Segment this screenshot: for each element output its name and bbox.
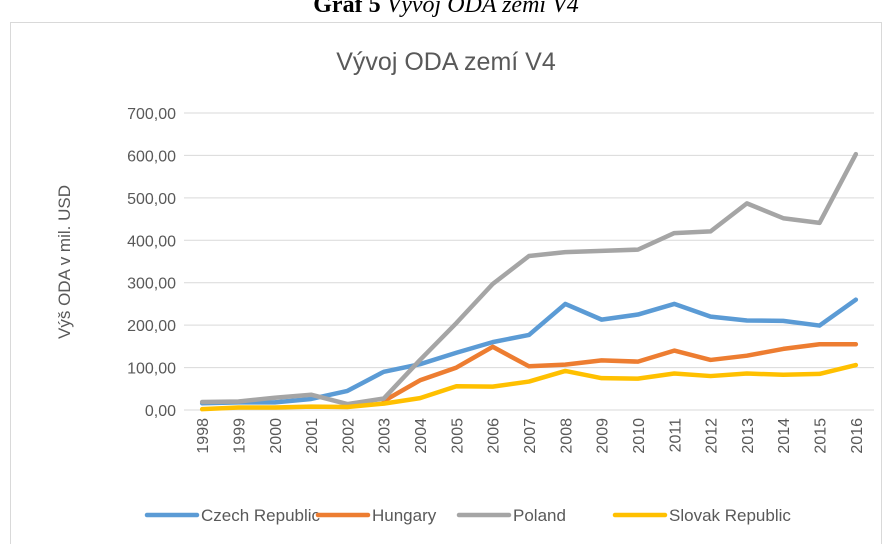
y-tick-label: 100,00 <box>127 361 176 378</box>
legend-label: Slovak Republic <box>669 506 791 525</box>
x-tick-label: 2005 <box>449 418 466 454</box>
y-tick-label: 0,00 <box>145 403 176 420</box>
x-tick-label: 2012 <box>704 418 721 454</box>
y-tick-label: 600,00 <box>127 148 176 165</box>
x-tick-label: 2002 <box>340 418 357 454</box>
y-tick-label: 500,00 <box>127 191 176 208</box>
series-line <box>199 362 859 412</box>
x-tick-label: 2008 <box>558 418 575 454</box>
x-tick-label: 2000 <box>268 418 285 454</box>
x-tick-label: 2009 <box>595 418 612 454</box>
chart-frame <box>10 22 882 544</box>
x-tick-label: 2007 <box>522 418 539 454</box>
chart-title: Vývoj ODA zemí V4 <box>336 48 556 76</box>
caption: Graf 5 Vývoj ODA zemí V4 <box>313 0 579 18</box>
legend-label: Hungary <box>372 506 437 525</box>
x-tick-label: 2015 <box>813 418 830 454</box>
x-tick-label: 2011 <box>667 418 684 453</box>
x-tick-label: 2010 <box>631 418 648 454</box>
y-tick-label: 700,00 <box>127 106 176 123</box>
x-tick-label: 2013 <box>740 418 757 454</box>
legend-label: Czech Republic <box>201 506 321 525</box>
x-tick-label: 2003 <box>377 418 394 454</box>
series-line <box>199 297 859 406</box>
legend-label: Poland <box>513 506 566 525</box>
x-tick-label: 2016 <box>849 418 866 454</box>
x-tick-label: 2001 <box>304 418 321 454</box>
y-axis-label: Výš ODA v mil. USD <box>55 185 74 339</box>
y-tick-label: 200,00 <box>127 318 176 335</box>
series-line <box>381 341 859 404</box>
caption-label: Graf 5 <box>313 0 380 18</box>
x-tick-label: 2004 <box>413 418 430 454</box>
x-tick-label: 2014 <box>776 418 793 454</box>
x-tick-label: 1998 <box>195 418 212 454</box>
x-tick-label: 1999 <box>231 418 248 454</box>
series-line <box>199 151 859 407</box>
caption-text: Vývoj ODA zemí V4 <box>387 0 579 18</box>
y-tick-label: 300,00 <box>127 276 176 293</box>
x-tick-label: 2006 <box>486 418 503 454</box>
y-tick-label: 400,00 <box>127 233 176 250</box>
